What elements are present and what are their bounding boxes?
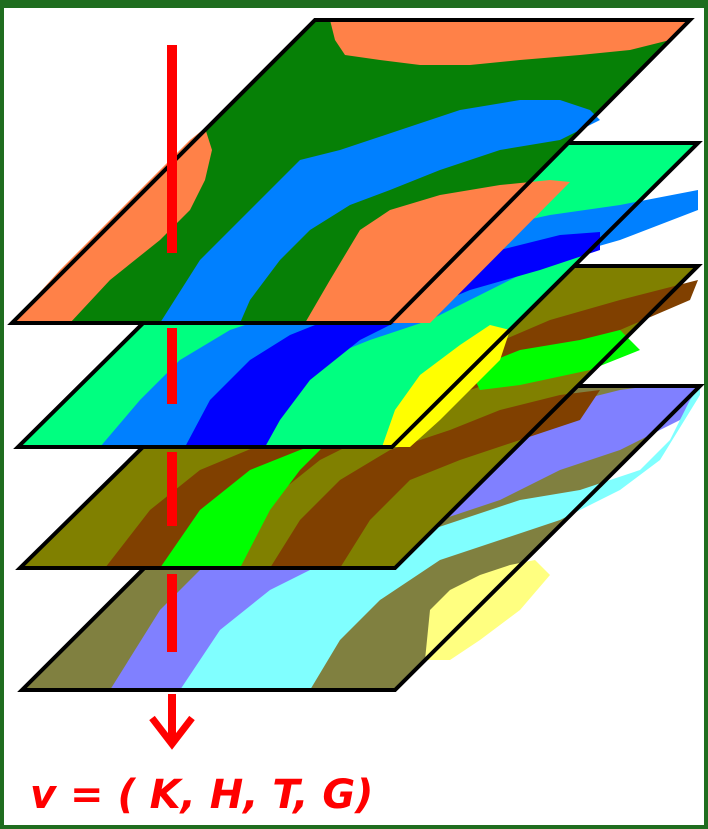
layer-h-band-yellow: [382, 325, 510, 447]
layer-t-band-brown-2: [270, 390, 600, 568]
arrow-segment-2: [167, 328, 177, 404]
layer-g-band-yellow: [425, 560, 550, 660]
layer-g-band-cyan: [180, 386, 700, 690]
arrow-segment-5: [168, 694, 176, 740]
layer-t-band-green: [160, 440, 330, 568]
arrow-segment-1: [167, 45, 177, 253]
arrow-segment-3: [167, 452, 177, 526]
layer-k-outline: [7, 18, 695, 325]
layer-k: [7, 18, 695, 325]
vertical-arrow: [149, 45, 195, 750]
arrow-head: [149, 715, 195, 750]
layer-t-band-green-2: [470, 330, 640, 390]
layer-k-band-orange-top: [330, 20, 690, 65]
arrow-segment-4: [167, 574, 177, 652]
frame-top-bar: [0, 0, 708, 8]
formula-label: v = ( K, H, T, G): [30, 772, 373, 818]
layer-k-band-blue: [160, 100, 600, 323]
layer-h-band-indigo: [185, 232, 600, 447]
layer-k-band-orange-center: [305, 180, 570, 323]
